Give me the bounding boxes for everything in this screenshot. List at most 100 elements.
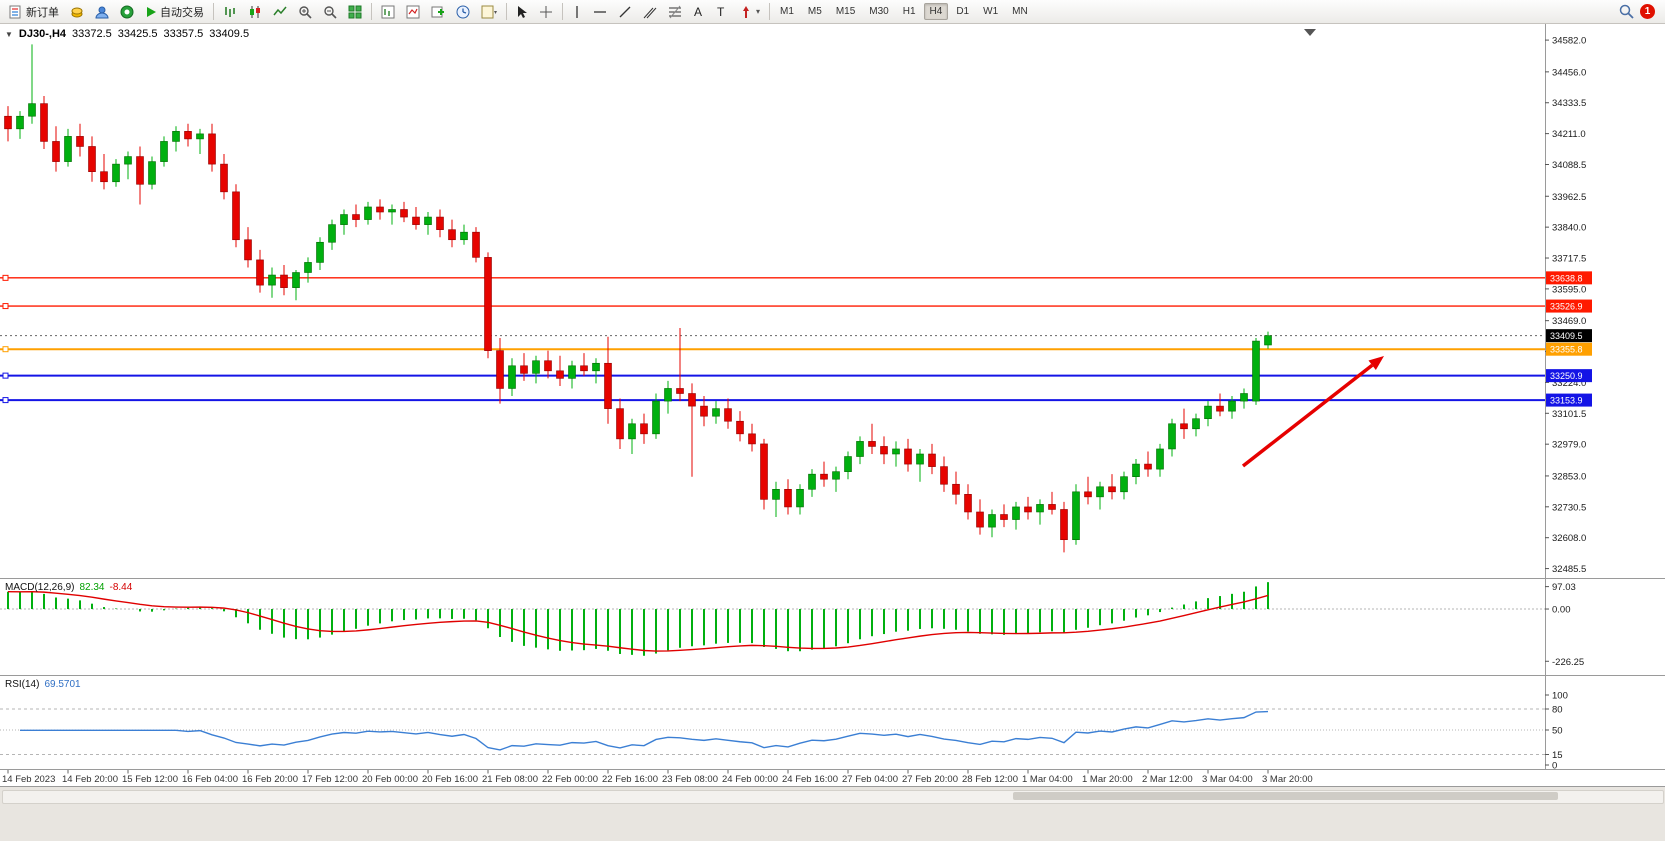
- add-chart-button[interactable]: [426, 1, 450, 23]
- time-tick-label: 27 Feb 20:00: [902, 774, 958, 785]
- notification-badge[interactable]: 1: [1640, 4, 1655, 19]
- channel-icon: [643, 5, 657, 19]
- chart-shift-marker[interactable]: [1304, 29, 1316, 36]
- trend-arrow-annotation[interactable]: [1241, 356, 1384, 468]
- candle-body: [1108, 486, 1116, 493]
- price-line-label-box: [1546, 393, 1592, 407]
- candle-body: [352, 214, 360, 220]
- candle-body: [1216, 405, 1224, 412]
- zoom-in-icon: [298, 5, 312, 19]
- time-tick-label: 3 Mar 20:00: [1262, 774, 1313, 785]
- candlesticks: [4, 44, 1272, 553]
- time-tick-label: 23 Feb 08:00: [662, 774, 718, 785]
- line-chart-button[interactable]: [268, 1, 292, 23]
- horizontal-scrollbar[interactable]: [2, 790, 1664, 804]
- candle-body: [1012, 506, 1020, 520]
- price-line-label: 33153.9: [1550, 396, 1583, 406]
- search-icon: [1619, 4, 1634, 19]
- trendline-icon: [618, 5, 632, 19]
- timeframe-D1[interactable]: D1: [956, 6, 970, 17]
- candle-body: [388, 209, 396, 213]
- price-line-label-box: [1546, 271, 1592, 285]
- accounts-button[interactable]: [90, 1, 114, 23]
- candle-body: [700, 405, 708, 417]
- timeframe-W1[interactable]: W1: [983, 6, 999, 17]
- autotrading-button[interactable]: 自动交易: [140, 1, 209, 23]
- server-clock-button[interactable]: [451, 1, 475, 23]
- tile-windows-icon: [348, 5, 362, 19]
- timeframe-M15[interactable]: M15: [835, 6, 856, 17]
- current-price-label: 33409.5: [1550, 331, 1583, 341]
- price-tick-label: 34582.0: [1552, 36, 1586, 47]
- rsi-tick-label: 50: [1552, 726, 1563, 737]
- timeframe-M1[interactable]: M1: [780, 6, 794, 17]
- ohlc-open: 33372.5: [72, 28, 112, 40]
- timeframe-M5[interactable]: M5: [807, 6, 822, 17]
- candle-body: [1120, 476, 1128, 493]
- zoom-out-button[interactable]: [318, 1, 342, 23]
- autotrading-play-icon: [145, 6, 157, 18]
- deposit-button[interactable]: [65, 1, 89, 23]
- candle-body: [52, 141, 60, 162]
- chart-window[interactable]: 34582.0 34456.0 34333.5 34211.0 34088.5 33962…: [0, 24, 1665, 841]
- candle-body: [640, 423, 648, 435]
- panel-separators: [0, 24, 1665, 770]
- timeframe-H1[interactable]: H1: [902, 6, 916, 17]
- clock-icon: [456, 5, 470, 19]
- cursor-button[interactable]: [511, 1, 533, 23]
- price-axis[interactable]: [1545, 24, 1665, 770]
- candle-body: [568, 365, 576, 379]
- candle-body: [892, 448, 900, 455]
- timeframe-group: M1 M5 M15 M30 H1 H4 D1 W1 MN: [774, 3, 1034, 20]
- candle-body: [796, 488, 804, 508]
- candle-body: [364, 206, 372, 220]
- arrows-tool-icon: [739, 5, 753, 19]
- horizontal-scrollbar-thumb[interactable]: [1013, 792, 1558, 800]
- text-label-button[interactable]: T: [711, 1, 733, 23]
- candle-body: [688, 393, 696, 407]
- candle-body: [820, 473, 828, 480]
- candle-body: [412, 216, 420, 225]
- toolbar: 新订单 自动交易 A T ▾: [0, 0, 1665, 24]
- price-tick-label: 32979.0: [1552, 440, 1586, 451]
- fibonacci-button[interactable]: [663, 1, 687, 23]
- search-button[interactable]: [1614, 1, 1639, 23]
- chart-canvas[interactable]: 34582.0 34456.0 34333.5 34211.0 34088.5 33962…: [0, 24, 1665, 841]
- toolbar-separator: [769, 3, 771, 20]
- time-tick-label: 20 Feb 00:00: [362, 774, 418, 785]
- chart-window-button[interactable]: [376, 1, 400, 23]
- crosshair-button[interactable]: [534, 1, 558, 23]
- timeframe-MN[interactable]: MN: [1012, 6, 1028, 17]
- zoom-in-button[interactable]: [293, 1, 317, 23]
- candlestick-chart-button[interactable]: [243, 1, 267, 23]
- community-button[interactable]: [115, 1, 139, 23]
- candle-body: [1144, 463, 1152, 470]
- timeframe-H4[interactable]: H4: [923, 3, 949, 20]
- candle-body: [940, 466, 948, 485]
- candle-body: [1060, 509, 1068, 541]
- time-axis[interactable]: [0, 770, 1545, 786]
- macd-main-value: 82.34: [79, 582, 105, 593]
- vertical-line-button[interactable]: [567, 1, 587, 23]
- templates-button[interactable]: [476, 1, 502, 23]
- arrows-tool-button[interactable]: ▾: [734, 1, 765, 23]
- chart-list-button[interactable]: [401, 1, 425, 23]
- horizontal-line-button[interactable]: [588, 1, 612, 23]
- bar-chart-button[interactable]: [218, 1, 242, 23]
- candle-body: [868, 441, 876, 447]
- candle-body: [4, 115, 12, 130]
- price-tick-label: 34333.5: [1552, 98, 1586, 109]
- price-lines[interactable]: [0, 274, 1545, 404]
- timeframe-M30[interactable]: M30: [869, 6, 889, 17]
- tile-windows-button[interactable]: [343, 1, 367, 23]
- text-button[interactable]: A: [688, 1, 710, 23]
- candle-body: [1000, 514, 1008, 520]
- price-tick-label: 34088.5: [1552, 160, 1586, 171]
- new-order-button[interactable]: 新订单: [4, 1, 64, 23]
- one-click-trading-toggle[interactable]: ▼: [5, 29, 13, 39]
- trendline-button[interactable]: [613, 1, 637, 23]
- candle-body: [1168, 423, 1176, 450]
- ohlc-close: 33409.5: [209, 28, 250, 40]
- svg-text:A: A: [694, 5, 702, 18]
- channel-button[interactable]: [638, 1, 662, 23]
